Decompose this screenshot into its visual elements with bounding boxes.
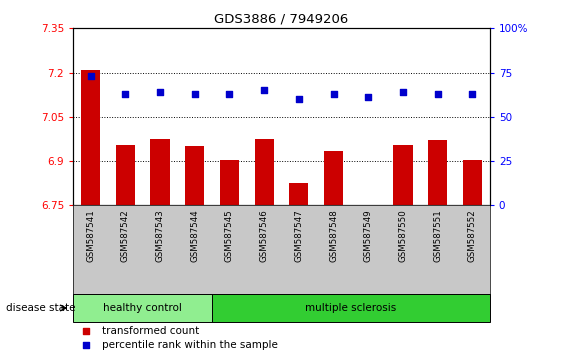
Text: GSM587549: GSM587549 <box>364 210 373 262</box>
Bar <box>324 151 343 205</box>
Bar <box>150 139 169 205</box>
Bar <box>212 294 490 322</box>
Point <box>294 96 303 102</box>
Text: GSM587545: GSM587545 <box>225 210 234 263</box>
Bar <box>428 141 447 205</box>
Bar <box>73 294 212 322</box>
Text: percentile rank within the sample: percentile rank within the sample <box>102 340 278 350</box>
Point <box>468 91 477 97</box>
Text: GSM587541: GSM587541 <box>86 210 95 263</box>
Text: GSM587547: GSM587547 <box>294 210 303 263</box>
Text: transformed count: transformed count <box>102 326 200 336</box>
Point <box>81 328 90 334</box>
Text: GSM587543: GSM587543 <box>155 210 164 263</box>
Bar <box>394 145 413 205</box>
Bar <box>116 145 135 205</box>
Point <box>434 91 443 97</box>
Point <box>120 91 129 97</box>
Text: GDS3886 / 7949206: GDS3886 / 7949206 <box>215 12 348 25</box>
Bar <box>463 160 482 205</box>
Text: GSM587551: GSM587551 <box>434 210 442 263</box>
Text: GSM587552: GSM587552 <box>468 210 477 263</box>
Point <box>225 91 234 97</box>
Point <box>260 87 269 93</box>
Point <box>190 91 199 97</box>
Bar <box>254 139 274 205</box>
Text: GSM587546: GSM587546 <box>260 210 269 263</box>
Point <box>364 95 373 100</box>
Text: GSM587542: GSM587542 <box>121 210 129 263</box>
Text: GSM587550: GSM587550 <box>399 210 408 263</box>
Point <box>81 342 90 348</box>
Text: healthy control: healthy control <box>103 303 182 313</box>
Text: multiple sclerosis: multiple sclerosis <box>305 303 396 313</box>
Bar <box>185 146 204 205</box>
Text: GSM587548: GSM587548 <box>329 210 338 263</box>
Bar <box>220 160 239 205</box>
Point <box>399 89 408 95</box>
Bar <box>289 183 309 205</box>
Bar <box>81 70 100 205</box>
Text: disease state: disease state <box>6 303 75 313</box>
Point <box>86 73 95 79</box>
Text: GSM587544: GSM587544 <box>190 210 199 263</box>
Point <box>329 91 338 97</box>
Point <box>155 89 164 95</box>
